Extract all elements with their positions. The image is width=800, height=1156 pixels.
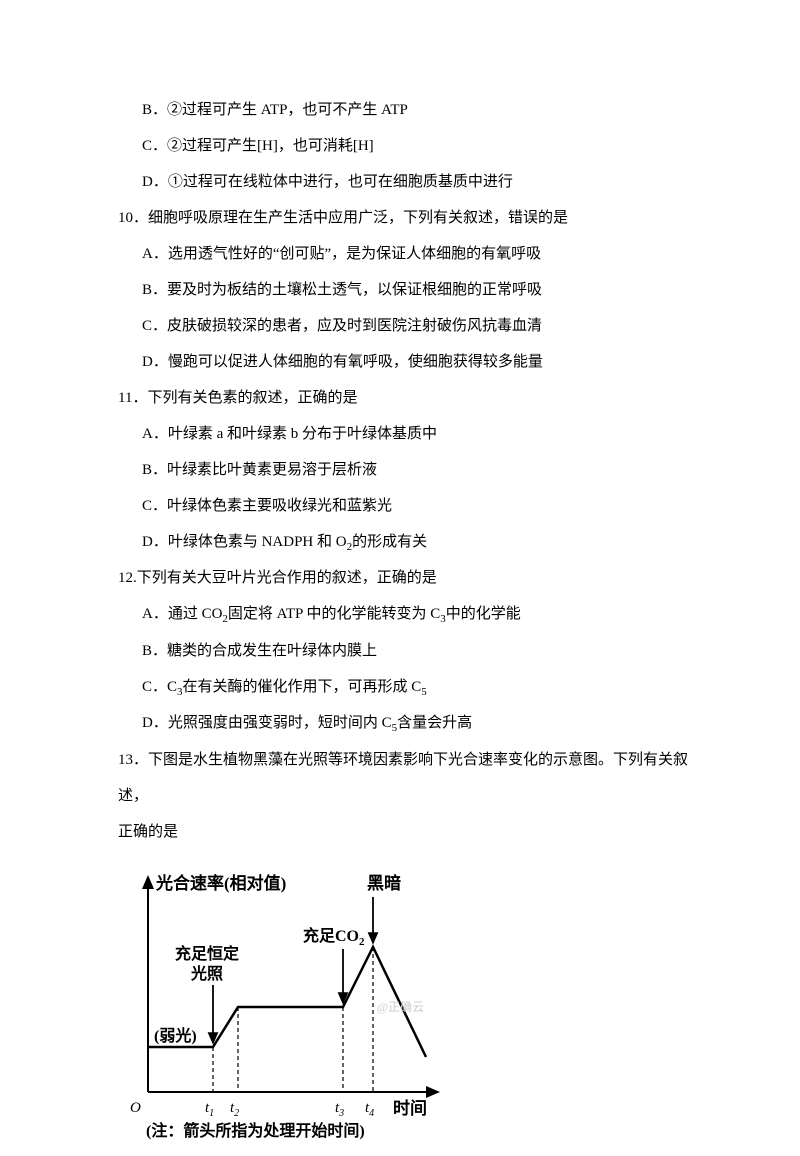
svg-text:@正确云: @正确云 [377,1000,424,1014]
q9-option-b: B．②过程可产生 ATP，也可不产生 ATP [142,92,702,128]
svg-text:t3: t3 [335,1100,344,1119]
q13-stem-line1: 13．下图是水生植物黑藻在光照等环境因素影响下光合速率变化的示意图。下列有关叙述… [118,742,702,814]
q11-stem: 11．下列有关色素的叙述，正确的是 [118,380,702,416]
q10-option-a: A．选用透气性好的“创可贴”，是为保证人体细胞的有氧呼吸 [142,236,702,272]
q9-option-c: C．②过程可产生[H]，也可消耗[H] [142,128,702,164]
q10-option-c: C．皮肤破损较深的患者，应及时到医院注射破伤风抗毒血清 [142,308,702,344]
q12-option-d: D．光照强度由强变弱时，短时间内 C5含量会升高 [142,705,702,741]
q11-option-c: C．叶绿体色素主要吸收绿光和蓝紫光 [142,488,702,524]
q10-option-d: D．慢跑可以促进人体细胞的有氧呼吸，使细胞获得较多能量 [142,344,702,380]
svg-text:(弱光): (弱光) [154,1026,197,1045]
photosynthesis-chart: 光合速率(相对值) 时间 Ot1 t2 t3 t4 (弱光) 充足恒定光照 充足CO2 黑暗 @正确… [118,862,458,1142]
svg-text:t4: t4 [365,1100,374,1119]
svg-text:时间: 时间 [393,1098,427,1118]
q12-option-c: C．C3在有关酶的催化作用下，可再形成 C5 [142,669,702,705]
q11-option-d: D．叶绿体色素与 NADPH 和 O2的形成有关 [142,524,702,560]
q13-stem-line2: 正确的是 [118,814,702,850]
svg-text:t2: t2 [230,1100,239,1119]
svg-text:光合速率(相对值): 光合速率(相对值) [155,873,286,893]
q11-option-b: B．叶绿素比叶黄素更易溶于层析液 [142,452,702,488]
svg-text:O: O [130,1100,141,1116]
svg-text:(注：箭头所指为处理开始时间): (注：箭头所指为处理开始时间) [146,1121,365,1140]
svg-text:黑暗: 黑暗 [367,873,401,893]
svg-text:光照: 光照 [190,964,223,983]
svg-text:充足恒定: 充足恒定 [175,944,239,963]
q12-option-a: A．通过 CO2固定将 ATP 中的化学能转变为 C3中的化学能 [142,596,702,632]
q11-option-a: A．叶绿素 a 和叶绿素 b 分布于叶绿体基质中 [142,416,702,452]
q10-option-b: B．要及时为板结的土壤松土透气，以保证根细胞的正常呼吸 [142,272,702,308]
q12-stem: 12.下列有关大豆叶片光合作用的叙述，正确的是 [118,560,702,596]
q10-stem: 10．细胞呼吸原理在生产生活中应用广泛，下列有关叙述，错误的是 [118,200,702,236]
svg-text:t1: t1 [205,1100,214,1119]
q12-option-b: B．糖类的合成发生在叶绿体内膜上 [142,633,702,669]
q9-option-d: D．①过程可在线粒体中进行，也可在细胞质基质中进行 [142,164,702,200]
svg-text:充足CO2: 充足CO2 [303,926,365,948]
